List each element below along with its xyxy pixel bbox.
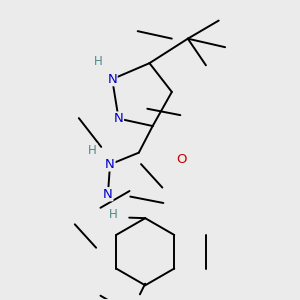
Text: H: H bbox=[109, 208, 118, 221]
Text: H: H bbox=[93, 55, 102, 68]
Text: N: N bbox=[107, 73, 117, 86]
Text: N: N bbox=[114, 112, 123, 125]
Text: O: O bbox=[176, 153, 187, 166]
Text: N: N bbox=[103, 188, 113, 201]
Text: N: N bbox=[105, 158, 115, 171]
Text: H: H bbox=[88, 143, 97, 157]
